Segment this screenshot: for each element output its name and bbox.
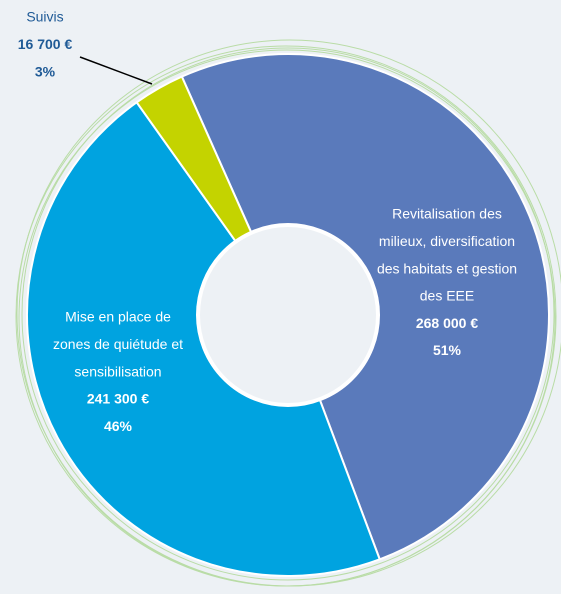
value-label: 241 300 € [87, 391, 149, 407]
value-label: 16 700 € [18, 36, 73, 52]
percentage-label: 51% [433, 342, 462, 358]
decor-rings [15, 39, 561, 587]
slice-label: Revitalisation des [392, 206, 502, 222]
slice-label: zones de quiétude et [53, 336, 183, 352]
slice-label: des EEE [420, 288, 474, 304]
slice-label: milieux, diversification [379, 233, 515, 249]
donut-hole [196, 223, 380, 407]
slice-label: Mise en place de [65, 309, 171, 325]
slice-label: des habitats et gestion [377, 260, 517, 276]
ring [21, 47, 555, 581]
ring [18, 49, 556, 587]
slice-label: sensibilisation [74, 363, 161, 379]
value-label: 268 000 € [416, 315, 478, 331]
percentage-label: 46% [104, 418, 133, 434]
leader-line [79, 56, 153, 85]
percentage-label: 3% [35, 63, 56, 79]
slice-label: Suivis [26, 9, 63, 25]
